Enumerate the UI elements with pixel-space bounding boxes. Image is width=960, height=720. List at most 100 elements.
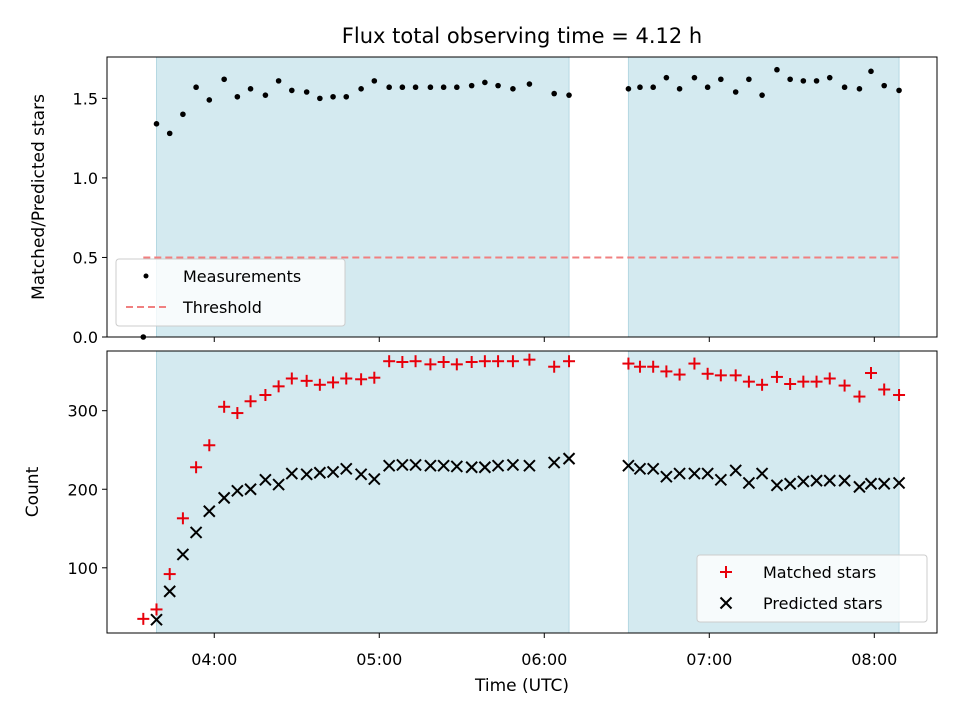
predicted-star-point [217, 491, 231, 505]
predicted-star-point [770, 479, 784, 492]
matched-star-point [327, 376, 340, 389]
count-y-axis-label: Count [23, 466, 43, 517]
measurement-point [289, 87, 295, 94]
measurement-point [746, 76, 752, 83]
matched-star-point [756, 378, 769, 391]
matched-star-point [231, 407, 244, 420]
measurement-point [330, 93, 336, 100]
matched-star-point [450, 358, 463, 371]
matched-star-point [729, 369, 742, 382]
matched-star-point [478, 355, 491, 368]
legend-predicted-marker [719, 596, 733, 610]
matched-star-point [163, 568, 176, 581]
matched-star-point [622, 357, 635, 370]
matched-star-point [853, 390, 866, 403]
legend-matched-label: Matched stars [763, 563, 876, 582]
y-tick-label: 1.0 [73, 169, 98, 188]
predicted-star-point [562, 452, 576, 465]
predicted-star-point-b [354, 468, 368, 481]
predicted-star-point-b [409, 458, 422, 472]
measurement-point [495, 82, 501, 89]
count-panel-series [137, 353, 906, 626]
matched-star-point [492, 355, 505, 368]
matched-star-point [548, 360, 561, 373]
legend-measurements-marker [143, 273, 149, 279]
y-tick-label: 0.0 [73, 328, 98, 347]
predicted-star-point [622, 459, 635, 472]
measurement-point [881, 82, 887, 89]
matched-star-point [810, 375, 823, 388]
count-legend-box [696, 554, 928, 623]
y-tick-label: 100 [67, 559, 98, 578]
predicted-star-point [409, 458, 422, 472]
predicted-star-point [176, 548, 190, 561]
predicted-star-point [810, 474, 823, 487]
predicted-star-point [437, 459, 450, 472]
y-tick-label: 0.5 [73, 248, 98, 267]
measurement-point [221, 76, 227, 83]
measurement-point [787, 76, 793, 83]
predicted-star-point [285, 467, 299, 480]
matched-star-point [660, 365, 673, 378]
predicted-star-point-b [523, 459, 536, 472]
x-axis-label: Time (UTC) [474, 676, 569, 696]
predicted-star-point [714, 473, 728, 487]
predicted-star-point [231, 484, 244, 498]
measurement-point [153, 121, 160, 127]
predicted-star-point [259, 473, 272, 487]
chart-title: Flux total observing time = 4.12 h [342, 24, 702, 48]
measurement-point [303, 89, 310, 95]
matched-star-point [688, 357, 701, 370]
measurement-point [399, 84, 406, 91]
predicted-star-point [673, 467, 686, 480]
predicted-star-point-b [437, 459, 450, 472]
count-panel: 100 200 300 Count Matched stars Predicted … [23, 350, 938, 638]
matched-star-point [272, 380, 285, 393]
matched-star-point [137, 612, 150, 625]
matched-star-point [424, 358, 437, 371]
predicted-star-point-b [646, 462, 660, 476]
predicted-star-point [506, 458, 520, 472]
predicted-star-point-b [877, 477, 891, 490]
ratio-legend: Measurements Threshold [115, 258, 346, 327]
measurement-point [718, 76, 724, 83]
predicted-star-point-b [729, 464, 742, 477]
matched-star-point [823, 372, 836, 385]
measurement-point [551, 90, 557, 97]
count-panel-ticks: 100 200 300 [67, 402, 875, 638]
legend-cross [719, 596, 733, 610]
measurement-point [896, 87, 902, 94]
predicted-star-point-b [491, 459, 505, 472]
count-panel-frame [106, 350, 938, 634]
predicted-star-point-b [176, 548, 190, 561]
matched-star-point [176, 512, 189, 525]
legend-threshold-label: Threshold [182, 298, 262, 317]
measurement-point [386, 84, 392, 91]
matched-star-point [673, 368, 686, 381]
predicted-star-point-b [864, 477, 878, 490]
matched-star-point [355, 373, 368, 386]
predicted-star-point-b [285, 467, 299, 480]
predicted-star-point [163, 585, 176, 598]
predicted-star-point [396, 458, 409, 472]
matched-star-point [218, 400, 231, 413]
measurement-point [826, 74, 833, 81]
legend-measurements-label: Measurements [183, 267, 301, 286]
measurement-point [526, 81, 533, 87]
predicted-star-point [853, 480, 866, 494]
predicted-star-point-b [660, 470, 673, 483]
x-tick-label: 08:00 [851, 650, 897, 669]
measurement-point [440, 84, 447, 91]
measurement-point [868, 68, 874, 75]
predicted-star-point-b [272, 478, 285, 491]
observing-window-1 [156, 350, 570, 634]
predicted-star-point-b [742, 476, 756, 490]
matched-star-point [523, 353, 536, 366]
y-tick-label: 200 [67, 480, 98, 499]
measurement-point [625, 86, 632, 92]
matched-star-point [396, 355, 409, 368]
predicted-star-point [450, 460, 464, 473]
predicted-star-point-b [838, 474, 851, 487]
matched-star-point [383, 355, 396, 368]
ratio-panel-ticks: 0.0 0.5 1.0 1.5 [73, 89, 875, 347]
